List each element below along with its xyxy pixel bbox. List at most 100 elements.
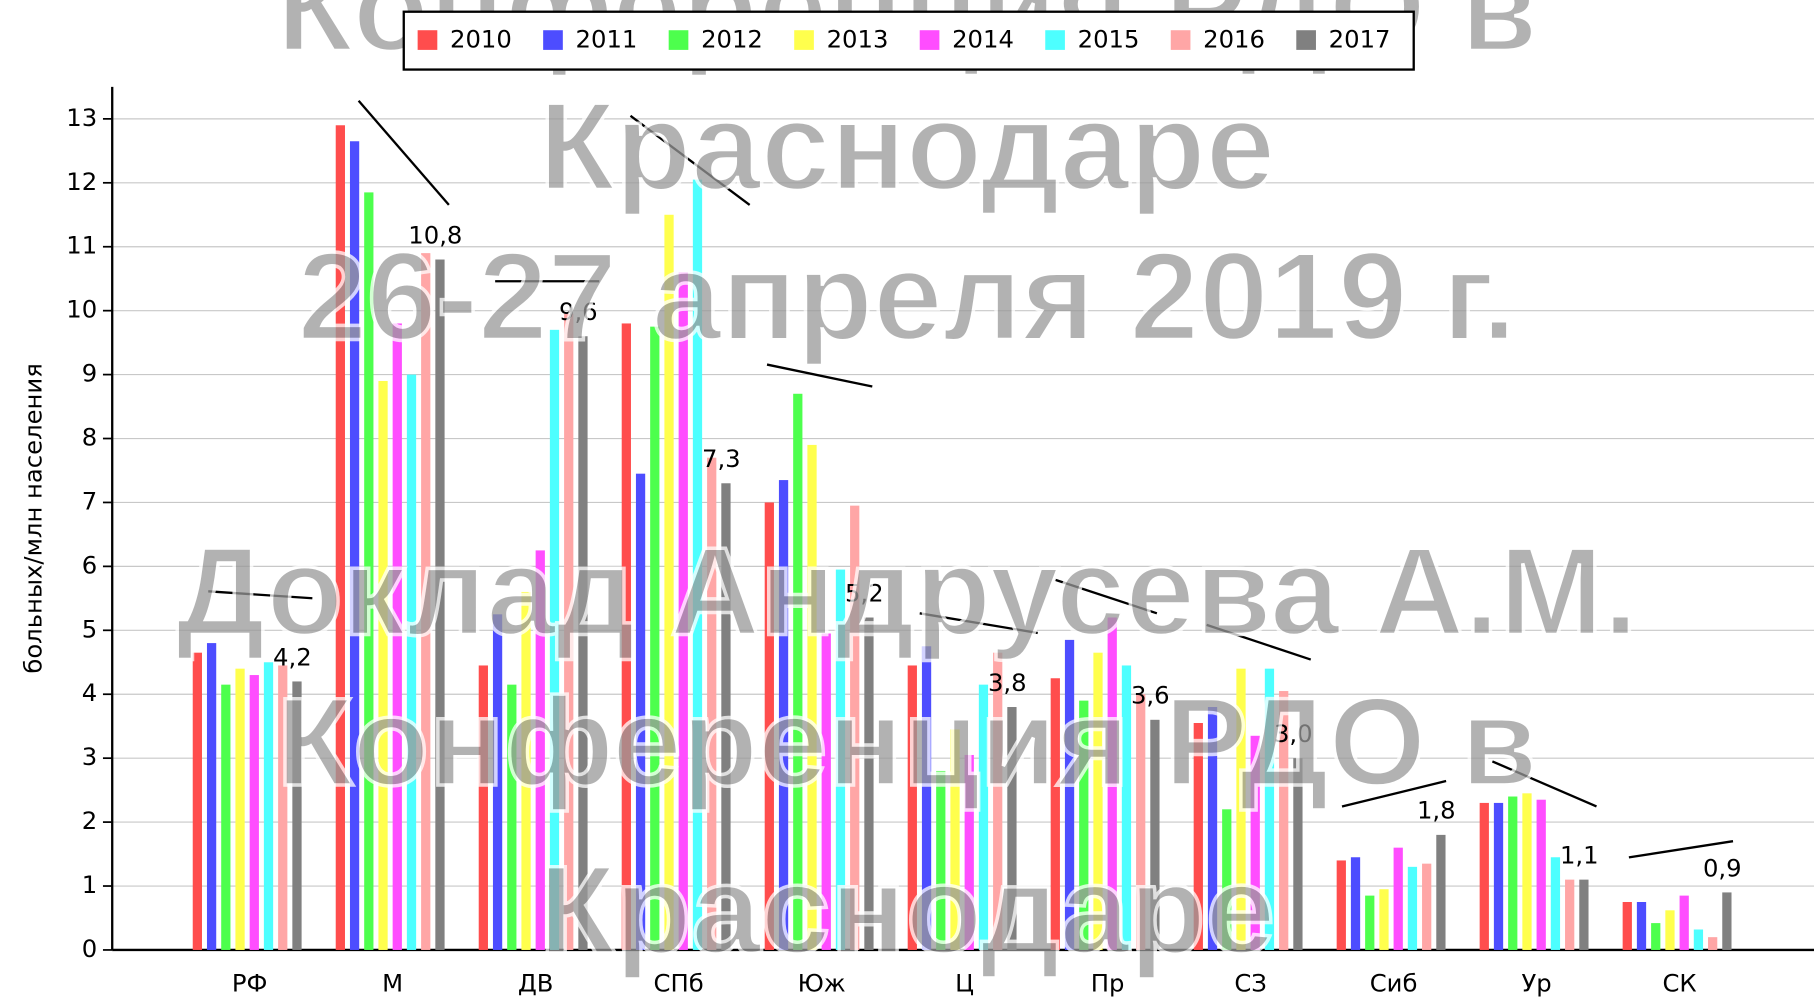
x-tick-label: СК — [1662, 969, 1696, 998]
bar — [1407, 866, 1418, 950]
bar — [392, 323, 402, 950]
bar — [964, 754, 974, 950]
legend: 2010 2011 2012 2013 2014 2015 2016 2017 — [417, 25, 1390, 54]
bar — [263, 662, 274, 950]
bar — [1079, 700, 1089, 950]
bar — [1136, 694, 1146, 950]
bar — [807, 444, 817, 950]
y-tick-label: 9 — [82, 359, 97, 388]
y-axis-label: больных/млн населения — [19, 363, 48, 673]
bars: 4,2 10,8 9,6 7,3 5,2 3,8 3,6 3,0 1,8 1,1 0,9 — [192, 125, 1742, 950]
bar — [1121, 665, 1132, 950]
bar — [1236, 668, 1246, 950]
bar — [1722, 892, 1732, 950]
bar — [1479, 802, 1489, 950]
bar — [521, 591, 531, 950]
x-tick-label: Пр — [1091, 969, 1125, 998]
trend-line — [766, 363, 873, 388]
legend-label: 2013 — [827, 25, 889, 54]
x-tick-label: Ц — [955, 969, 974, 998]
bar — [1708, 937, 1718, 950]
legend-swatch — [543, 30, 563, 50]
x-tick-label: РФ — [232, 969, 268, 998]
y-tick-label: 10 — [66, 295, 97, 324]
trend-line — [208, 590, 313, 600]
bar — [1508, 796, 1518, 950]
bar — [349, 141, 360, 950]
bar — [507, 684, 517, 950]
bar — [492, 614, 503, 950]
bar — [192, 652, 202, 950]
watermark-text: Краснодаре — [539, 77, 1275, 216]
bar — [578, 336, 588, 950]
y-tick-label: 2 — [82, 806, 97, 835]
bar — [1107, 617, 1117, 950]
bar — [1050, 678, 1060, 950]
bar — [793, 393, 803, 950]
y-tick-label: 3 — [82, 742, 97, 771]
y-tick-label: 8 — [82, 423, 97, 452]
y-tick-label: 6 — [82, 550, 97, 579]
bar — [378, 380, 388, 950]
bar — [1693, 929, 1704, 950]
legend-box — [402, 10, 1415, 71]
bar — [1379, 889, 1389, 950]
value-label: 5,2 — [845, 578, 884, 607]
bar — [364, 192, 374, 950]
bar — [678, 272, 688, 950]
legend-label: 2016 — [1203, 25, 1265, 54]
bar — [978, 684, 989, 950]
bar — [1579, 879, 1589, 950]
bar — [535, 550, 545, 950]
y-tick-label: 1 — [82, 870, 97, 899]
bar — [1393, 847, 1403, 950]
trend-line — [1491, 760, 1597, 808]
bar — [1665, 910, 1675, 950]
legend-swatch — [1045, 30, 1065, 50]
bar — [1565, 879, 1575, 950]
trend-line — [629, 114, 751, 206]
bar — [1436, 834, 1446, 950]
trend-line — [357, 100, 450, 206]
bar — [406, 374, 417, 950]
bar — [1636, 902, 1647, 950]
value-label: 0,9 — [1703, 853, 1742, 882]
bar — [1365, 895, 1375, 950]
bar — [850, 505, 860, 950]
bar — [1679, 895, 1689, 950]
bar — [835, 569, 846, 950]
bar — [421, 253, 431, 950]
bar — [435, 259, 445, 950]
bar — [1250, 735, 1260, 950]
legend-label: 2010 — [450, 25, 512, 54]
value-label: 3,8 — [988, 668, 1027, 697]
legend-label: 2012 — [701, 25, 763, 54]
x-tick-label: СПб — [654, 969, 704, 998]
y-tick-label: 11 — [66, 231, 97, 260]
bar — [635, 473, 646, 950]
bar — [1150, 719, 1160, 950]
trend-line — [1341, 779, 1447, 808]
trend-line — [1628, 840, 1734, 859]
legend-swatch — [919, 30, 940, 50]
bar — [292, 681, 302, 950]
legend-swatch — [1170, 30, 1191, 50]
bar — [921, 646, 932, 950]
bar — [1193, 723, 1203, 950]
legend-swatch — [417, 30, 438, 50]
x-tick-label: М — [382, 969, 403, 998]
watermark-text: Краснодаре — [539, 841, 1275, 980]
bar — [621, 323, 631, 950]
bar — [864, 617, 874, 950]
bar — [650, 326, 660, 950]
value-label: 4,2 — [273, 642, 312, 671]
x-tick-label: Сиб — [1370, 969, 1418, 998]
watermark-text: 26-27 апреля 2019 г. — [298, 228, 1517, 367]
bar — [1007, 707, 1017, 950]
value-label: 1,8 — [1417, 796, 1456, 825]
value-label: 1,1 — [1560, 840, 1599, 869]
legend-swatch — [668, 30, 689, 50]
legend-label: 2015 — [1078, 25, 1140, 54]
bar — [1536, 799, 1546, 950]
